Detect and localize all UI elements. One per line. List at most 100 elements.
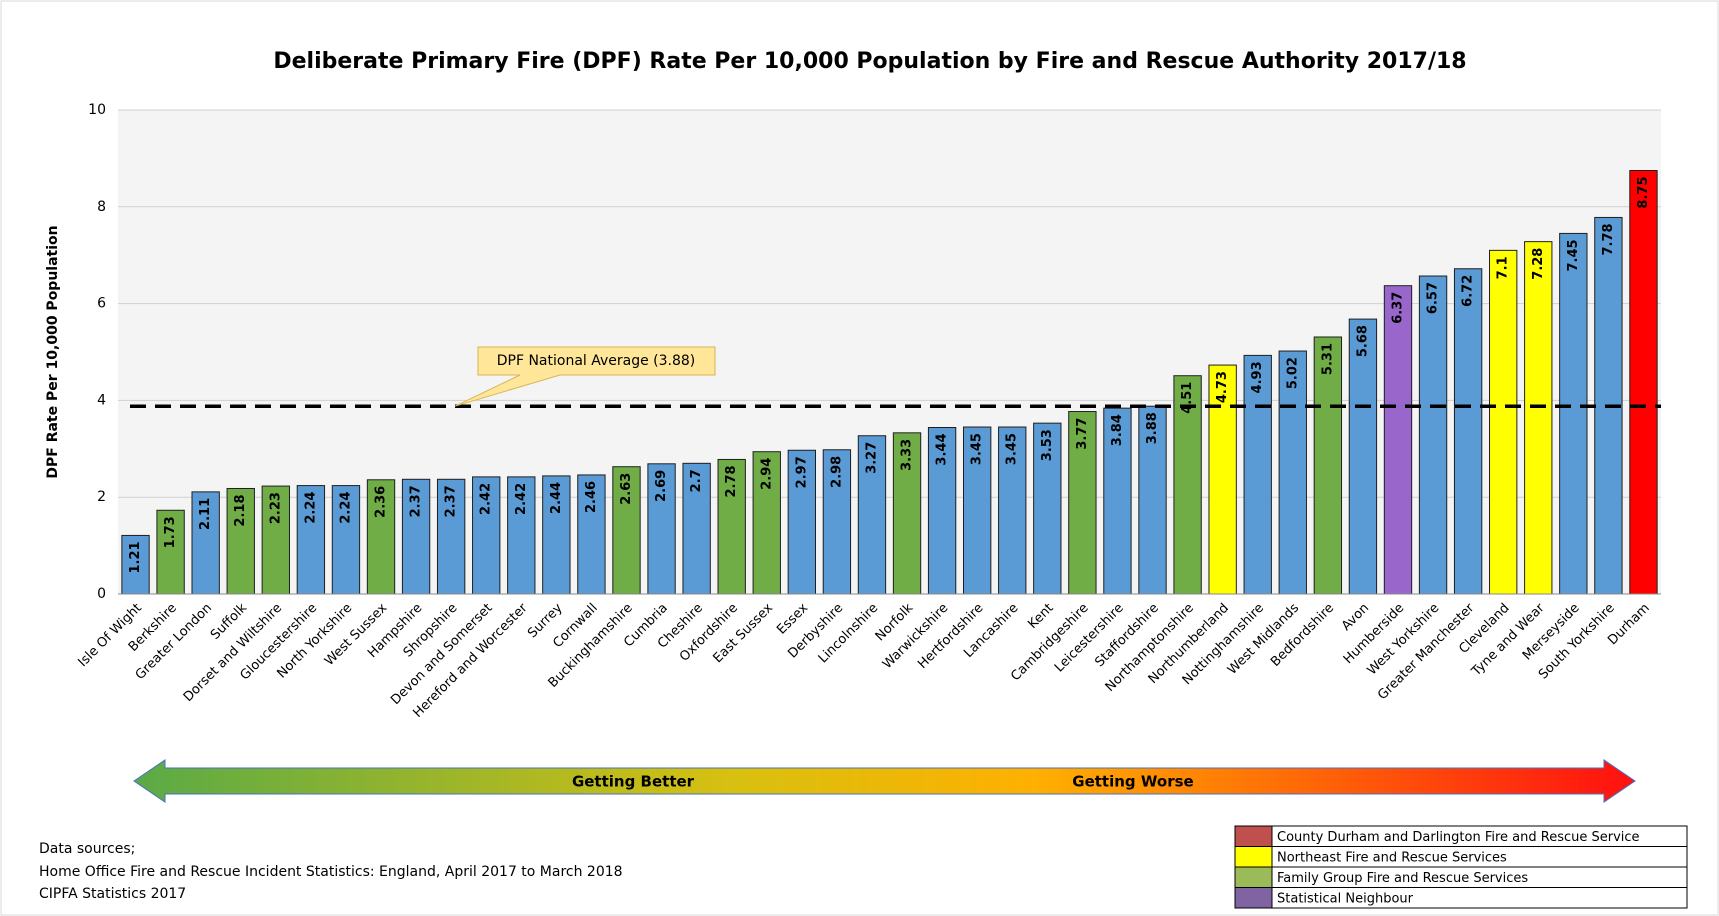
- source-text: CIPFA Statistics 2017: [39, 886, 186, 902]
- bar: [1173, 375, 1202, 595]
- data-label: 5.68: [1355, 325, 1370, 357]
- data-label: 2.63: [619, 473, 634, 505]
- bar: [401, 478, 431, 595]
- bar: [1243, 354, 1272, 595]
- data-label: 2.42: [514, 483, 529, 515]
- bar: [1278, 350, 1307, 595]
- bar: [1559, 232, 1588, 595]
- legend-label: County Durham and Darlington Fire and Re…: [1277, 830, 1640, 845]
- data-label: 7.28: [1531, 248, 1546, 280]
- data-label: 1.73: [163, 516, 178, 548]
- bar: [542, 475, 571, 595]
- data-label: 7.1: [1496, 256, 1511, 279]
- data-label: 4.93: [1250, 361, 1265, 393]
- bar: [436, 478, 466, 595]
- bar: [787, 449, 817, 595]
- callout-label: DPF National Average (3.88): [497, 353, 696, 369]
- data-label: 2.69: [654, 470, 669, 502]
- bar: [1418, 275, 1448, 595]
- data-label: 7.45: [1566, 239, 1581, 271]
- data-label: 2.37: [409, 485, 424, 517]
- bar: [822, 449, 852, 595]
- data-label: 2.94: [759, 458, 774, 490]
- legend-swatch: [1234, 866, 1273, 888]
- data-label: 3.27: [864, 442, 879, 474]
- bar: [857, 435, 887, 595]
- y-axis-label: DPF Rate Per 10,000 Population: [45, 225, 61, 478]
- bar: [647, 463, 676, 595]
- data-label: 6.57: [1426, 282, 1441, 314]
- bar: [1629, 170, 1658, 595]
- data-label: 4.73: [1215, 371, 1230, 403]
- legend-swatch: [1234, 825, 1273, 847]
- bar: [752, 451, 781, 595]
- data-label: 4.51: [1180, 382, 1195, 414]
- data-label: 8.75: [1636, 177, 1651, 209]
- data-label: 3.88: [1145, 412, 1160, 444]
- data-label: 2.78: [724, 465, 739, 497]
- data-label: 2.36: [374, 486, 389, 518]
- bar: [1348, 318, 1378, 595]
- data-label: 6.72: [1461, 275, 1476, 307]
- data-label: 2.37: [444, 485, 459, 517]
- trend-arrow: [133, 759, 1636, 803]
- legend-label: Northeast Fire and Rescue Services: [1277, 850, 1507, 865]
- bar: [331, 485, 361, 595]
- bar: [577, 474, 606, 595]
- bar: [1453, 268, 1483, 595]
- data-label: 3.77: [1075, 418, 1090, 450]
- bar: [1068, 411, 1097, 595]
- legend-label: Family Group Fire and Rescue Services: [1277, 871, 1528, 886]
- data-label: 5.31: [1320, 343, 1335, 375]
- data-label: 2.23: [268, 492, 283, 524]
- data-label: 3.45: [1005, 433, 1020, 465]
- bar: [998, 426, 1027, 595]
- bar: [1524, 241, 1553, 595]
- y-tick-label: 8: [97, 199, 106, 215]
- legend-swatch: [1234, 887, 1273, 909]
- bar: [962, 426, 992, 595]
- data-label: 5.02: [1285, 357, 1300, 389]
- y-tick-label: 2: [97, 489, 106, 505]
- callout: [454, 346, 716, 407]
- source-text: Data sources;: [39, 841, 135, 857]
- arrow-label: Getting Worse: [1072, 773, 1193, 791]
- data-label: 2.98: [829, 456, 844, 488]
- data-label: 2.7: [689, 469, 704, 492]
- chart-title: Deliberate Primary Fire (DPF) Rate Per 1…: [273, 49, 1466, 74]
- y-tick-label: 10: [88, 102, 106, 118]
- data-label: 3.84: [1110, 414, 1125, 446]
- y-tick-label: 0: [97, 586, 106, 602]
- bar: [1138, 405, 1167, 595]
- bar: [472, 476, 501, 595]
- bar: [1033, 422, 1062, 595]
- data-label: 7.78: [1601, 223, 1616, 255]
- data-label: 2.11: [198, 498, 213, 530]
- data-label: 2.97: [794, 456, 809, 488]
- y-tick-label: 4: [97, 392, 106, 408]
- data-label: 2.44: [549, 482, 564, 514]
- bar: [507, 476, 536, 595]
- bar: [612, 466, 641, 595]
- data-label: 3.53: [1040, 429, 1055, 461]
- data-label: 6.37: [1390, 292, 1405, 324]
- data-label: 2.46: [584, 481, 599, 513]
- bar: [1313, 336, 1343, 595]
- data-label: 2.42: [479, 483, 494, 515]
- data-label: 1.21: [128, 541, 143, 573]
- bar: [892, 432, 922, 595]
- bar: [261, 485, 290, 595]
- data-label: 3.44: [935, 434, 950, 466]
- bar: [927, 427, 957, 595]
- data-label: 2.24: [338, 492, 353, 524]
- legend-swatch: [1234, 846, 1273, 868]
- data-label: 3.33: [900, 439, 915, 471]
- legend-label: Statistical Neighbour: [1277, 891, 1414, 906]
- bar: [1383, 285, 1413, 595]
- data-label: 2.18: [233, 494, 248, 526]
- source-text: Home Office Fire and Rescue Incident Sta…: [39, 864, 623, 880]
- bar: [1489, 249, 1518, 595]
- data-label: 2.24: [303, 492, 318, 524]
